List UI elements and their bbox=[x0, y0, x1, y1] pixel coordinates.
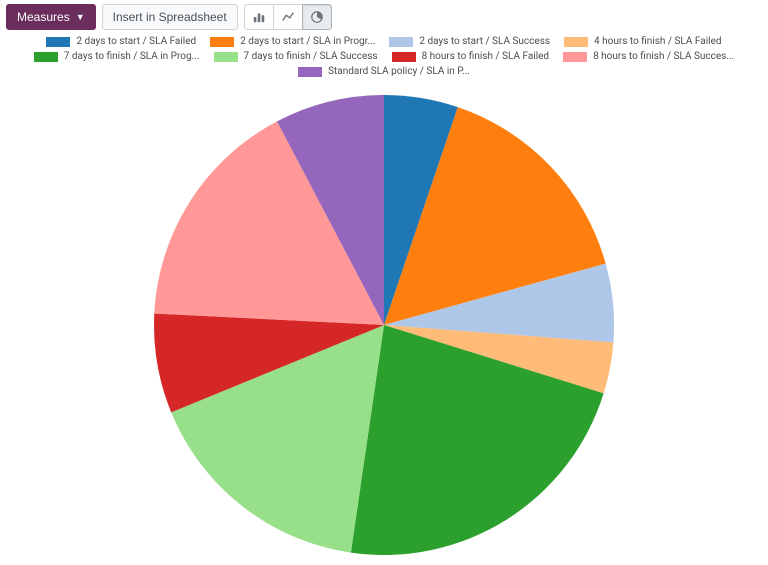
legend-item[interactable]: Standard SLA policy / SLA in P... bbox=[298, 66, 470, 77]
legend-item[interactable]: 2 days to start / SLA in Progr... bbox=[210, 36, 375, 47]
legend-label: Standard SLA policy / SLA in P... bbox=[328, 66, 470, 77]
line-chart-button[interactable] bbox=[273, 4, 303, 30]
legend-swatch bbox=[298, 67, 322, 77]
legend-item[interactable]: 8 hours to finish / SLA Failed bbox=[392, 51, 550, 62]
legend-swatch bbox=[210, 37, 234, 47]
legend-label: 2 days to start / SLA Failed bbox=[76, 36, 196, 47]
legend-item[interactable]: 7 days to finish / SLA in Prog... bbox=[34, 51, 200, 62]
legend-item[interactable]: 7 days to finish / SLA Success bbox=[214, 51, 378, 62]
chart-legend: 2 days to start / SLA Failed 2 days to st… bbox=[0, 34, 768, 81]
chart-area bbox=[0, 81, 768, 565]
legend-label: 2 days to start / SLA Success bbox=[419, 36, 550, 47]
insert-spreadsheet-button[interactable]: Insert in Spreadsheet bbox=[102, 4, 238, 30]
legend-swatch bbox=[214, 52, 238, 62]
legend-item[interactable]: 8 hours to finish / SLA Succes... bbox=[563, 51, 734, 62]
legend-swatch bbox=[46, 37, 70, 47]
legend-label: 7 days to finish / SLA in Prog... bbox=[64, 51, 200, 62]
legend-item[interactable]: 2 days to start / SLA Success bbox=[389, 36, 550, 47]
bar-chart-icon bbox=[252, 10, 266, 24]
measures-button[interactable]: Measures ▼ bbox=[6, 4, 96, 30]
legend-swatch bbox=[34, 52, 58, 62]
legend-swatch bbox=[563, 52, 587, 62]
legend-item[interactable]: 4 hours to finish / SLA Failed bbox=[564, 36, 722, 47]
line-chart-icon bbox=[281, 10, 295, 24]
legend-label: 7 days to finish / SLA Success bbox=[244, 51, 378, 62]
legend-item[interactable]: 2 days to start / SLA Failed bbox=[46, 36, 196, 47]
pie-chart bbox=[144, 85, 624, 565]
legend-label: 2 days to start / SLA in Progr... bbox=[240, 36, 375, 47]
pie-chart-icon bbox=[310, 10, 324, 24]
toolbar: Measures ▼ Insert in Spreadsheet bbox=[0, 0, 768, 34]
pie-chart-button[interactable] bbox=[302, 4, 332, 30]
chart-type-group bbox=[244, 4, 332, 30]
legend-label: 8 hours to finish / SLA Succes... bbox=[593, 51, 734, 62]
bar-chart-button[interactable] bbox=[244, 4, 274, 30]
legend-swatch bbox=[564, 37, 588, 47]
legend-label: 4 hours to finish / SLA Failed bbox=[594, 36, 722, 47]
legend-swatch bbox=[389, 37, 413, 47]
legend-swatch bbox=[392, 52, 416, 62]
measures-label: Measures bbox=[17, 10, 70, 24]
legend-label: 8 hours to finish / SLA Failed bbox=[422, 51, 550, 62]
caret-down-icon: ▼ bbox=[76, 12, 85, 22]
insert-label: Insert in Spreadsheet bbox=[113, 10, 227, 24]
